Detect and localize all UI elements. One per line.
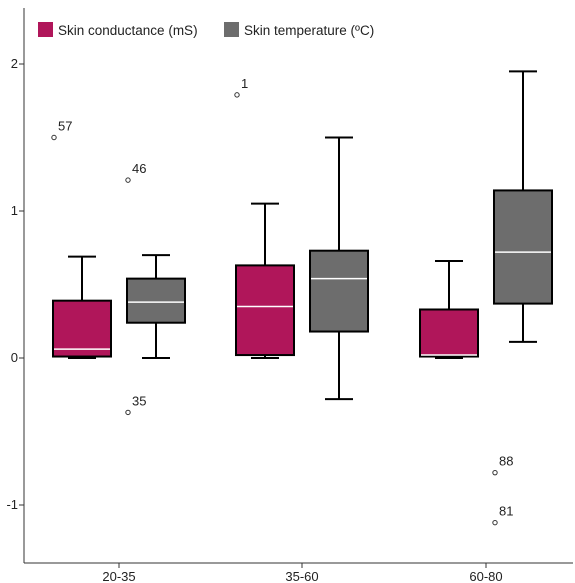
box-temperature-20-35: 46 35 bbox=[125, 161, 186, 416]
iqr-box bbox=[309, 249, 369, 333]
outlier-label: 88 bbox=[499, 454, 513, 469]
iqr-box bbox=[493, 189, 553, 305]
y-tick-label: 1 bbox=[11, 203, 18, 218]
x-tick-label: 60-80 bbox=[469, 569, 502, 583]
outlier-label: 35 bbox=[132, 393, 146, 408]
x-tick-label: 35-60 bbox=[285, 569, 318, 583]
legend: Skin conductance (mS) Skin temperature (º… bbox=[38, 22, 374, 38]
outlier-label: 46 bbox=[132, 161, 146, 176]
y-tick-label: 0 bbox=[11, 350, 18, 365]
box-conductance-60-80 bbox=[419, 259, 479, 359]
iqr-box bbox=[235, 264, 295, 357]
outlier-point bbox=[125, 409, 131, 416]
iqr-box bbox=[419, 308, 479, 358]
y-tick-label: 2 bbox=[11, 56, 18, 71]
legend-label-temperature: Skin temperature (ºC) bbox=[244, 23, 374, 38]
iqr-box bbox=[126, 277, 186, 324]
y-ticks: 2 1 0 -1 bbox=[6, 56, 24, 512]
box-conductance-35-60: 1 bbox=[234, 76, 295, 359]
box-temperature-60-80: 88 81 bbox=[492, 70, 553, 526]
outlier-point bbox=[492, 469, 498, 476]
box-temperature-35-60 bbox=[309, 136, 369, 401]
box-conductance-20-35: 57 bbox=[51, 119, 112, 359]
axes bbox=[23, 8, 573, 564]
outlier-point bbox=[234, 92, 240, 98]
outlier-label: 81 bbox=[499, 504, 513, 519]
outlier-point bbox=[125, 177, 131, 183]
legend-swatch-conductance bbox=[38, 22, 53, 37]
outlier-point bbox=[51, 134, 57, 141]
iqr-box bbox=[52, 299, 112, 358]
x-tick-label: 20-35 bbox=[102, 569, 135, 583]
outlier-label: 57 bbox=[58, 119, 72, 134]
y-tick-label: -1 bbox=[6, 497, 18, 512]
outlier-label: 1 bbox=[241, 76, 248, 91]
legend-swatch-temperature bbox=[224, 22, 239, 37]
outlier-point bbox=[492, 519, 498, 526]
legend-label-conductance: Skin conductance (mS) bbox=[58, 23, 198, 38]
boxes: 57 1 46 35 88 81 bbox=[51, 70, 553, 526]
x-ticks: 20-35 35-60 60-80 bbox=[102, 563, 503, 583]
